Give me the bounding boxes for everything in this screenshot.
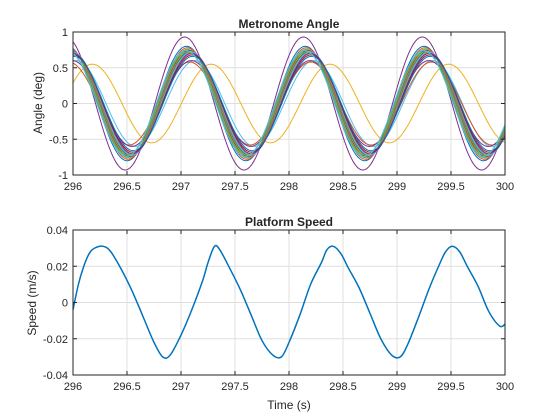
speed-y-tick-label: -0.02	[43, 334, 68, 346]
speed-x-tick-label: 297	[172, 381, 190, 393]
speed-subplot: Platform Speed Speed (m/s) Time (s) 296 2…	[25, 215, 514, 412]
speed-x-tick-label: 299.5	[437, 381, 465, 393]
speed-x-tick-label: 296.5	[113, 381, 141, 393]
speed-x-tick-label: 299	[388, 381, 406, 393]
angle-y-tick-label: -0.5	[49, 134, 68, 146]
speed-y-tick-label: 0.04	[47, 225, 68, 237]
speed-x-tick-label: 298.5	[329, 381, 357, 393]
speed-y-tick-labels: -0.04 -0.02 0 0.02 0.04	[43, 225, 68, 382]
angle-y-tick-label: 0.5	[53, 63, 68, 75]
angle-x-tick-label: 296.5	[113, 181, 141, 193]
angle-y-tick-labels: -1 -0.5 0 0.5 1	[49, 27, 68, 182]
speed-x-tick-labels: 296 296.5 297 297.5 298 298.5 299 299.5 300	[64, 381, 514, 393]
angle-y-tick-label: 0	[62, 99, 68, 111]
angle-y-tick-label: -1	[58, 170, 68, 182]
angle-y-axis-label: Angle (deg)	[31, 72, 45, 134]
angle-x-tick-label: 298.5	[329, 181, 357, 193]
speed-y-tick-label: 0.02	[47, 261, 68, 273]
angle-x-tick-label: 296	[64, 181, 82, 193]
angle-series-lines	[73, 36, 505, 171]
angle-subplot: Metronome Angle Angle (deg) 296 296.5 297 2…	[31, 17, 514, 193]
angle-y-tick-label: 1	[62, 27, 68, 39]
speed-series-lines	[73, 244, 505, 359]
speed-tick-marks	[72, 229, 506, 376]
angle-chart-title: Metronome Angle	[239, 17, 340, 31]
speed-x-tick-label: 297.5	[221, 381, 249, 393]
speed-x-tick-label: 300	[496, 381, 514, 393]
angle-x-tick-label: 297.5	[221, 181, 249, 193]
angle-tick-marks	[72, 31, 506, 176]
angle-x-tick-label: 297	[172, 181, 190, 193]
speed-y-axis-label: Speed (m/s)	[25, 270, 39, 335]
speed-series-line-1	[73, 244, 505, 359]
angle-x-tick-label: 298	[280, 181, 298, 193]
angle-x-tick-label: 300	[496, 181, 514, 193]
angle-x-tick-labels: 296 296.5 297 297.5 298 298.5 299 299.5 300	[64, 181, 514, 193]
speed-x-tick-label: 298	[280, 381, 298, 393]
angle-x-tick-label: 299.5	[437, 181, 465, 193]
speed-x-axis-label: Time (s)	[267, 398, 311, 412]
angle-x-tick-label: 299	[388, 181, 406, 193]
speed-chart-title: Platform Speed	[245, 215, 333, 229]
angle-grid	[72, 31, 506, 176]
speed-y-tick-label: -0.04	[43, 370, 68, 382]
speed-x-tick-label: 296	[64, 381, 82, 393]
speed-y-tick-label: 0	[62, 298, 68, 310]
angle-series-line-20	[73, 50, 505, 157]
